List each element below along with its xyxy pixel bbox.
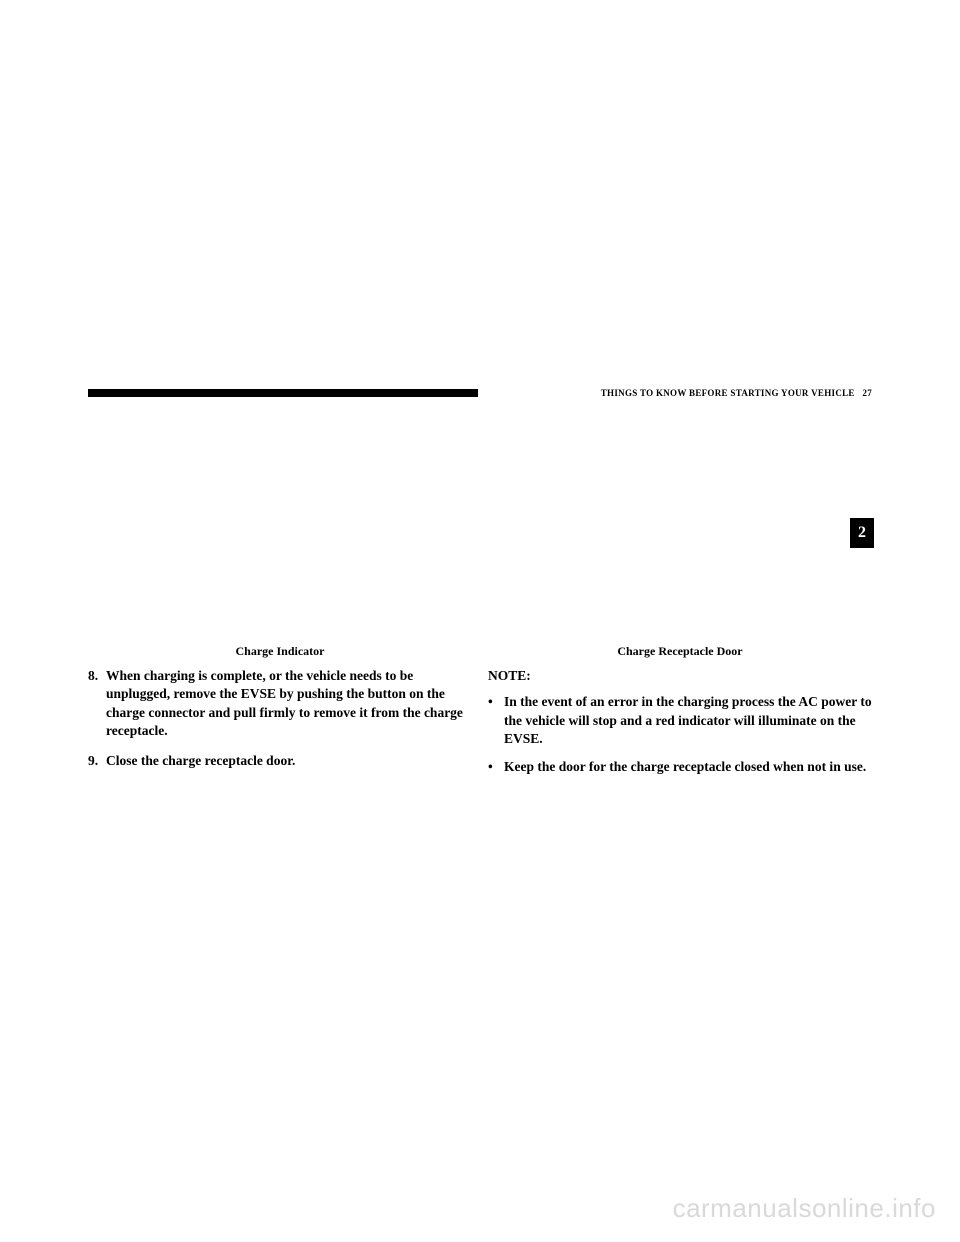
right-column: Charge Receptacle Door NOTE: • In the ev… [488,643,872,786]
note-label: NOTE: [488,667,872,685]
header-title: THINGS TO KNOW BEFORE STARTING YOUR VEHI… [478,388,872,398]
watermark: carmanualsonline.info [673,1193,936,1224]
list-text: Close the charge receptacle door. [106,752,472,770]
bullet-item: • Keep the door for the charge receptacl… [488,758,872,776]
bullet-marker: • [488,758,504,776]
list-item: 9. Close the charge receptacle door. [88,752,472,770]
list-text: When charging is complete, or the vehicl… [106,667,472,740]
content-columns: Charge Indicator 8. When charging is com… [88,643,872,786]
header-rule [88,389,478,397]
list-item: 8. When charging is complete, or the veh… [88,667,472,740]
bullet-text: Keep the door for the charge receptacle … [504,758,872,776]
list-number: 9. [88,752,106,770]
manual-page: THINGS TO KNOW BEFORE STARTING YOUR VEHI… [88,388,872,786]
figure-caption-left: Charge Indicator [88,643,472,659]
left-column: Charge Indicator 8. When charging is com… [88,643,472,786]
figure-caption-right: Charge Receptacle Door [488,643,872,659]
section-tab: 2 [850,518,874,548]
bullet-marker: • [488,693,504,748]
page-header: THINGS TO KNOW BEFORE STARTING YOUR VEHI… [88,388,872,398]
page-number: 27 [862,388,872,398]
bullet-text: In the event of an error in the charging… [504,693,872,748]
section-title: THINGS TO KNOW BEFORE STARTING YOUR VEHI… [601,388,855,398]
list-number: 8. [88,667,106,740]
bullet-item: • In the event of an error in the chargi… [488,693,872,748]
